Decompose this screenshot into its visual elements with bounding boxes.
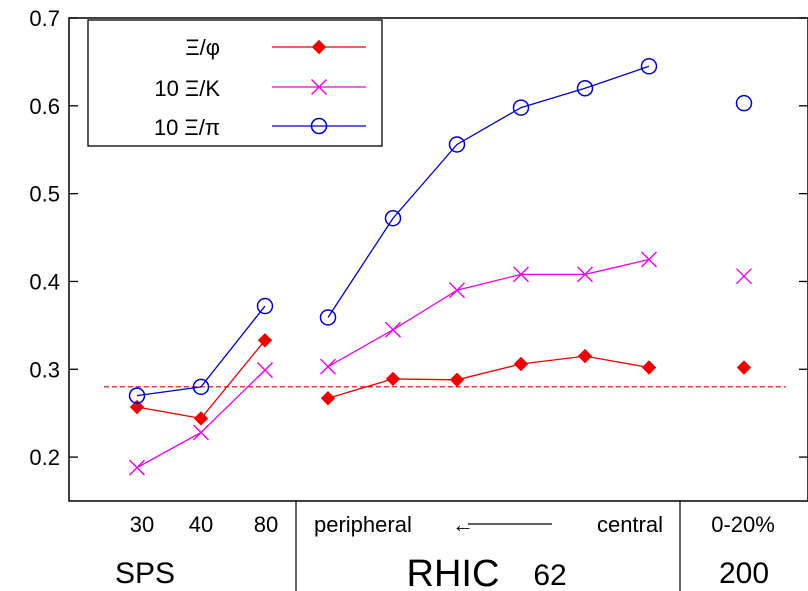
y-tick-label-0.5: 0.5 [29, 182, 60, 207]
x-tick-label-0-20: 0-20% [711, 512, 775, 537]
series-1-point-1-stroke-b [193, 424, 209, 441]
legend-label-xi-pi: 10 Ξ/π [154, 115, 220, 140]
x-tick-label-30: 30 [130, 512, 154, 537]
group-label-sps: SPS [115, 557, 175, 590]
series-1-point-7-stroke-b [577, 266, 593, 283]
series-1-point-4 [385, 321, 401, 338]
series-1 [129, 251, 752, 476]
group-label-rhic-energy: 62 [533, 559, 566, 591]
series-2-point-3 [319, 309, 337, 326]
x-arrow-label: ← [452, 512, 474, 537]
series-1-point-3 [320, 358, 336, 375]
y-tick-label-0.6: 0.6 [29, 94, 60, 119]
series-2-line-1 [327, 65, 650, 318]
legend-marker-1 [311, 79, 327, 95]
series-2-point-4 [384, 209, 402, 227]
series-0 [129, 333, 752, 426]
y-tick-label-0.2: 0.2 [29, 445, 60, 470]
series-1-point-5-stroke-b [449, 282, 465, 299]
series-0-point-8 [641, 360, 657, 375]
series-2-line-0 [136, 305, 266, 397]
series-1-point-6-stroke-b [513, 266, 529, 283]
series-1-point-9-stroke-b [736, 268, 752, 285]
y-tick-label-0.4: 0.4 [29, 269, 60, 294]
series-0-point-9 [736, 360, 752, 375]
series-2-point-1 [192, 378, 210, 396]
x-tick-label-80: 80 [254, 512, 278, 537]
legend-label-xi-phi: Ξ/φ [185, 35, 220, 60]
legend: Ξ/φ 10 Ξ/K 10 Ξ/π [87, 19, 383, 147]
series-1-point-8 [641, 251, 657, 268]
legend-label-xi-k: 10 Ξ/K [154, 76, 220, 101]
series-1-point-4-stroke-b [385, 321, 401, 338]
series-layer [128, 58, 753, 476]
x-tick-label-central: central [597, 512, 663, 537]
series-1-point-3-stroke-b [320, 358, 336, 375]
series-0-point-5 [449, 372, 465, 388]
series-1-line-1 [327, 258, 650, 368]
series-1-point-8-stroke-b [641, 251, 657, 268]
y-axis: 0.2 0.3 0.4 0.5 0.6 0.7 [29, 6, 808, 470]
y-tick-label-0.7: 0.7 [29, 6, 60, 31]
x-tick-label-peripheral: peripheral [314, 512, 412, 537]
series-0-point-0 [129, 399, 145, 415]
series-2-point-6 [512, 99, 530, 116]
series-1-point-1 [193, 424, 209, 441]
series-0-point-3 [320, 391, 336, 406]
series-1-point-0 [129, 459, 145, 476]
series-0-line-1 [327, 355, 650, 399]
series-2-point-8 [640, 58, 658, 75]
series-2-point-7 [576, 80, 594, 97]
series-0-point-1 [193, 411, 209, 426]
series-0-point-4 [385, 371, 401, 387]
series-0-point-7 [577, 348, 593, 364]
legend-box [87, 19, 383, 147]
series-2-point-5 [448, 136, 466, 153]
series-1-point-2-stroke-b [257, 362, 273, 379]
x-tick-label-40: 40 [189, 512, 213, 537]
series-1-point-5 [449, 282, 465, 299]
series-2-point-2 [256, 297, 274, 315]
plot-frame [68, 17, 808, 502]
group-label-rhic: RHIC [407, 553, 500, 591]
series-1-point-0-stroke-b [129, 459, 145, 476]
legend-marker-0 [311, 39, 327, 55]
series-2 [128, 58, 753, 404]
legend-marker-1-stroke-b [311, 79, 327, 95]
series-1-point-2 [257, 362, 273, 379]
series-0-point-2 [257, 333, 273, 348]
series-1-point-6 [513, 266, 529, 283]
series-1-point-9 [736, 268, 752, 285]
series-2-point-0 [128, 387, 146, 404]
legend-samples [272, 39, 366, 135]
series-1-point-7 [577, 266, 593, 283]
series-2-point-9 [735, 94, 753, 112]
legend-marker-2 [310, 117, 328, 135]
y-tick-label-0.3: 0.3 [29, 357, 60, 382]
group-label-200: 200 [719, 557, 769, 590]
series-0-point-6 [513, 356, 529, 372]
